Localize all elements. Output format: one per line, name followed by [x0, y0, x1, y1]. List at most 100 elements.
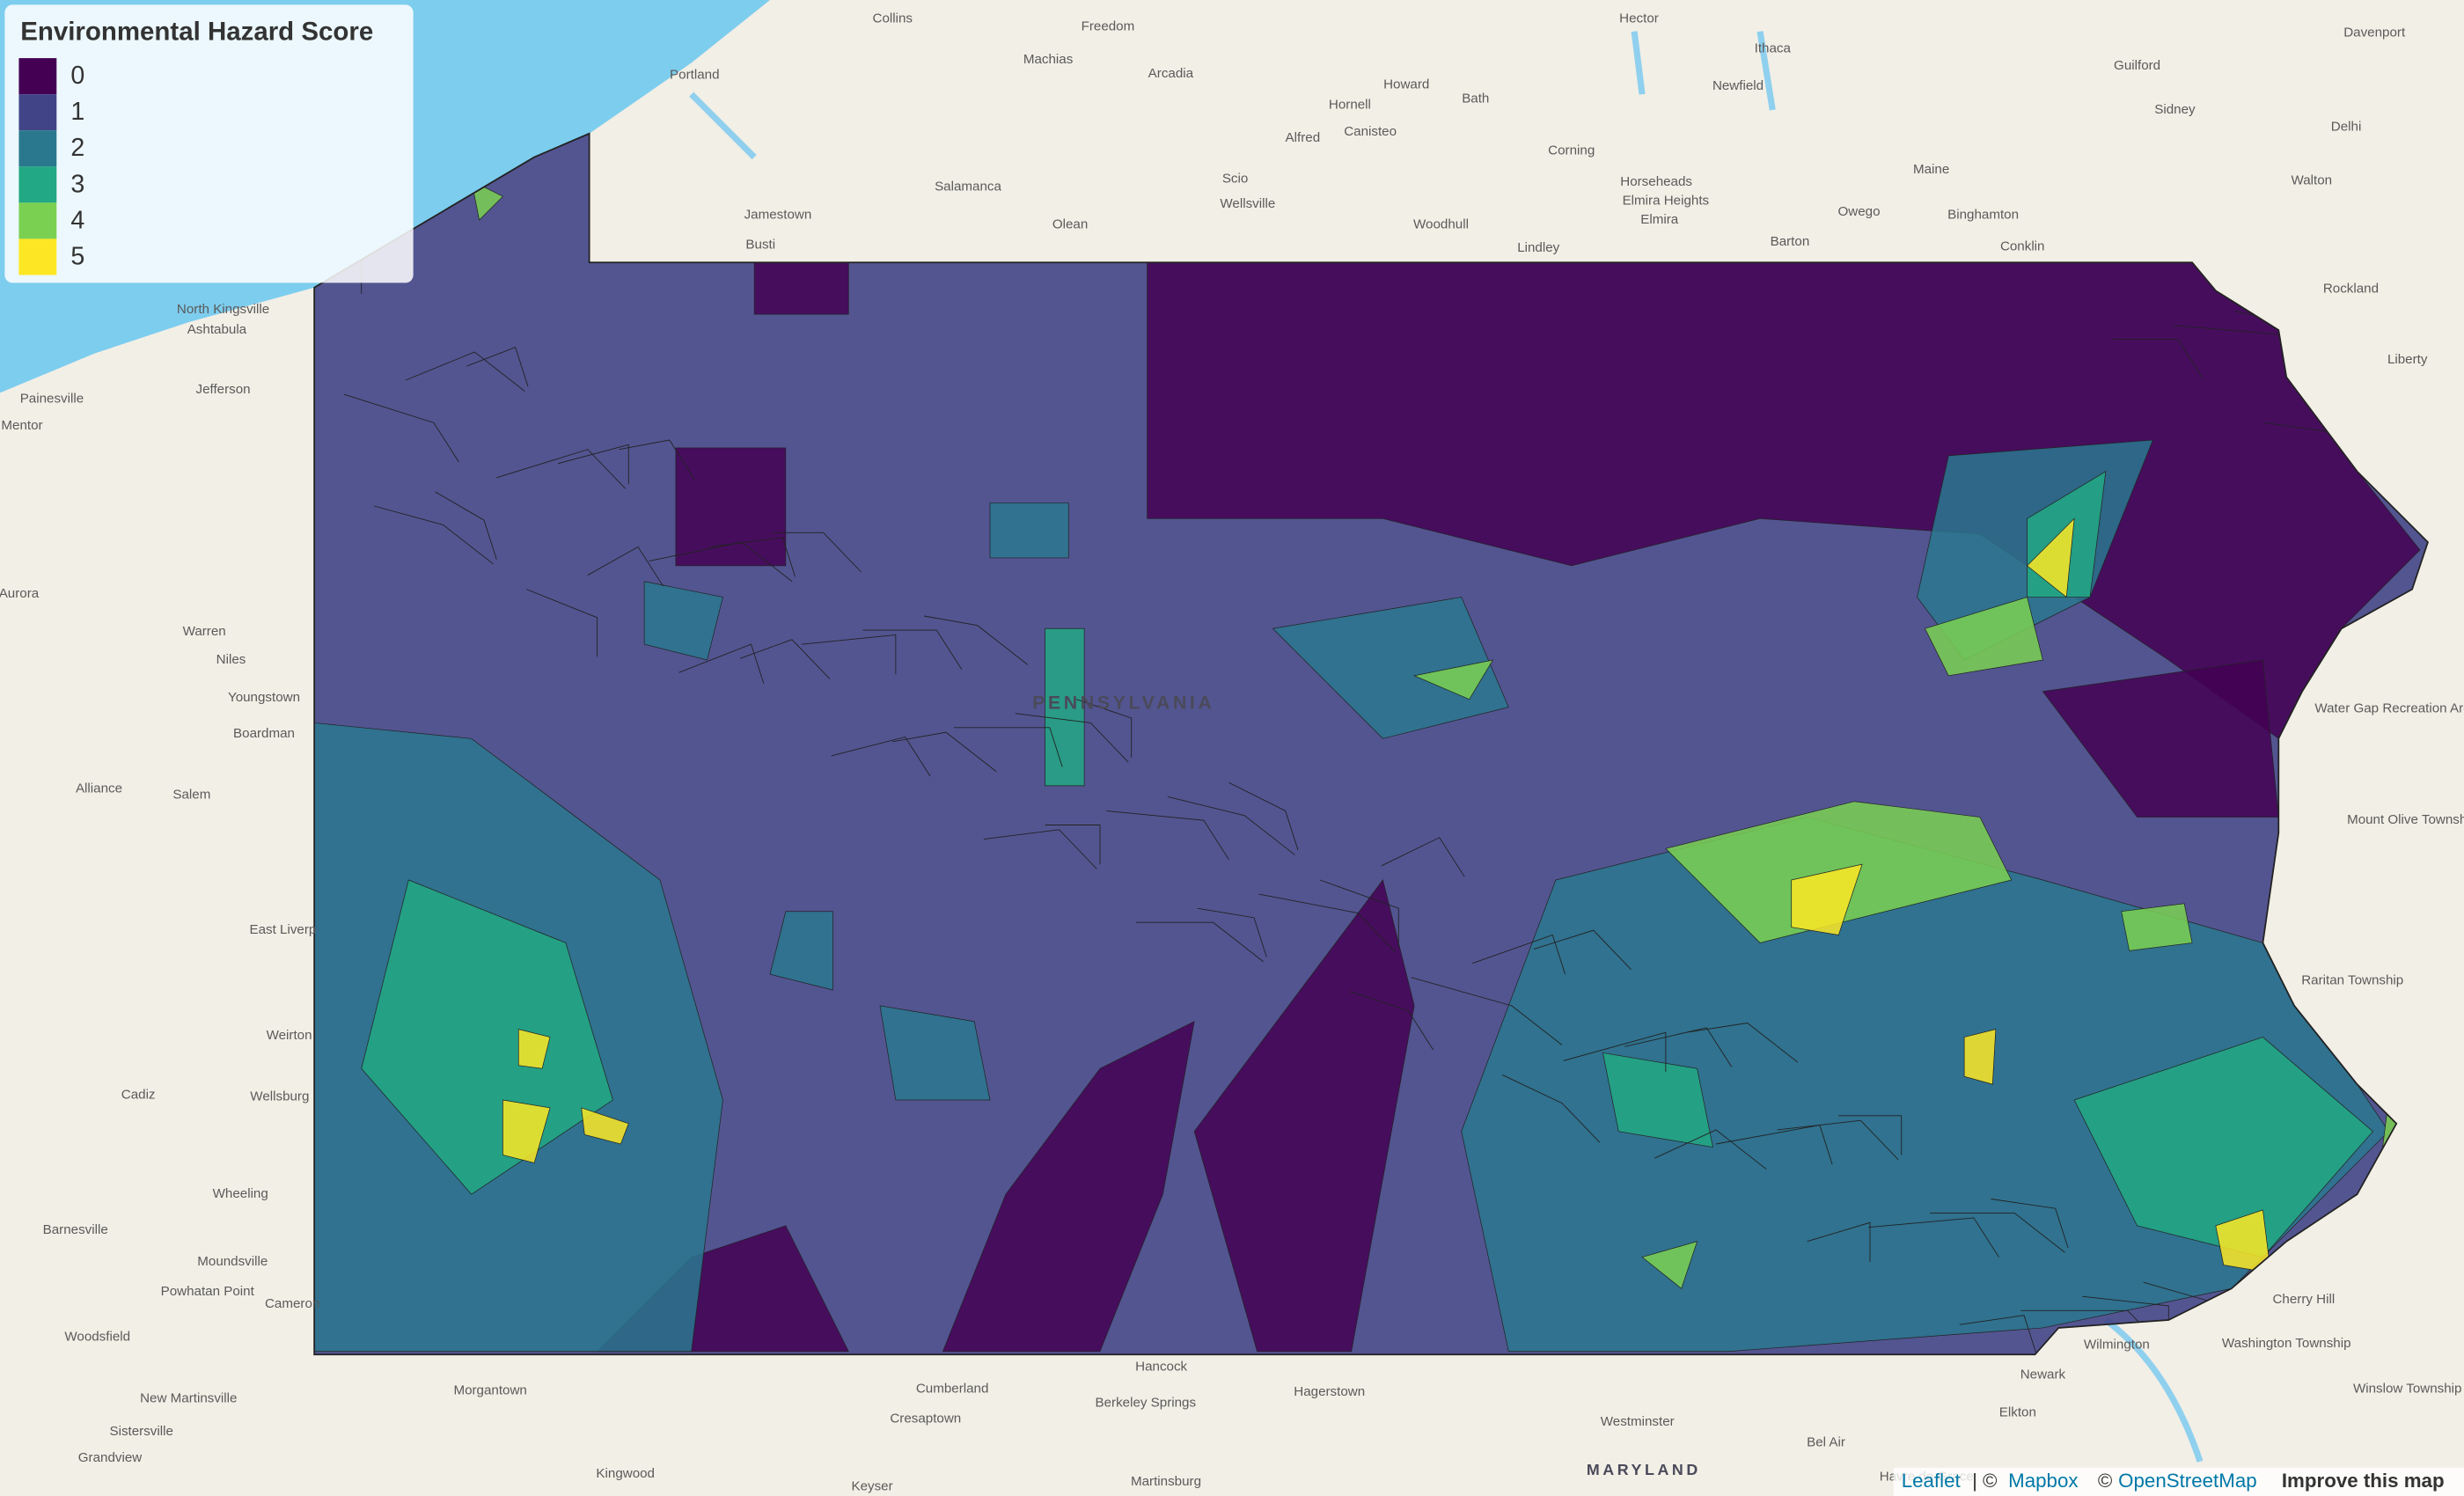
place-label: Collins [873, 11, 913, 26]
place-label: Berkeley Springs [1095, 1396, 1196, 1411]
region [753, 261, 849, 315]
attribution-text[interactable]: Improve this map [2282, 1470, 2445, 1492]
legend-label: 0 [70, 62, 84, 90]
tract-line [983, 829, 1097, 869]
place-label: Olean [1052, 216, 1088, 231]
legend-label: 4 [70, 206, 84, 234]
tract-line [373, 505, 494, 565]
place-label: Alliance [76, 781, 122, 796]
legend-title: Environmental Hazard Score [20, 17, 373, 46]
place-label: Busti [745, 238, 775, 253]
tract-line [678, 643, 765, 684]
place-label: Liberty [2387, 352, 2428, 367]
tract-line [1381, 837, 1465, 877]
region [361, 879, 613, 1195]
legend-swatch [18, 166, 57, 203]
region [1963, 1029, 1997, 1085]
region [942, 1021, 1195, 1353]
tract-line [1868, 1217, 1999, 1258]
place-label: Wellsville [1220, 196, 1275, 211]
place-label: Cameron [265, 1296, 319, 1311]
place-label: Horseheads [1620, 174, 1692, 189]
tract-line [1076, 699, 1133, 758]
place-label: Bath [1462, 92, 1489, 106]
place-label: Sidney [2154, 102, 2196, 117]
place-label: Wheeling [213, 1186, 268, 1201]
attribution-text[interactable]: Mapbox [2008, 1470, 2078, 1492]
region [517, 1029, 551, 1069]
place-label: Woodhull [1413, 216, 1469, 231]
tract-line [1045, 825, 1101, 865]
place-label: Freedom [1082, 18, 1135, 33]
tract-line [649, 541, 793, 583]
tract-line [343, 393, 459, 463]
place-label: Niles [216, 652, 246, 667]
place-label: Machias [1023, 52, 1074, 67]
place-label: Elkton [1999, 1404, 2036, 1419]
place-label: Jefferson [196, 382, 251, 397]
tract-line [1015, 713, 1129, 763]
place-label: Guilford [2114, 58, 2160, 73]
state-label: PENNSYLVANIA [1032, 693, 1214, 714]
region [1791, 863, 1863, 935]
place-label: Boardman [233, 726, 295, 741]
place-label: Winslow Township [2353, 1382, 2462, 1397]
tract-line [801, 634, 897, 675]
place-label: Elmira [1640, 212, 1679, 227]
legend-swatch [18, 238, 57, 275]
tract-line [1991, 1199, 2069, 1248]
tract-line [1472, 934, 1566, 975]
place-label: East Liverp [250, 922, 317, 937]
region [1924, 597, 2043, 677]
place-label: Warren [183, 624, 226, 639]
region-label: MARYLAND [1587, 1461, 1701, 1478]
tract-line [526, 589, 598, 657]
place-label: Conklin [2000, 238, 2045, 253]
legend-items: 0 1 2 3 4 5 [18, 58, 84, 275]
region [1412, 659, 1494, 700]
place-label: Sistersville [109, 1424, 172, 1439]
tract-line [1533, 929, 1632, 971]
region [1193, 879, 1415, 1353]
place-label: Canisteo [1344, 124, 1397, 139]
tract-line [1715, 1125, 1833, 1165]
tract-line [1106, 810, 1229, 861]
place-label: Kingwood [596, 1466, 655, 1481]
place-labels: Collins Freedom Hector Ithaca Davenport Portl… [0, 11, 2464, 1493]
region [879, 1005, 991, 1101]
place-label: Youngstown [228, 690, 300, 705]
hazard-regions [314, 133, 2428, 1355]
legend-box [4, 4, 414, 283]
tract-line [953, 727, 1063, 767]
place-label: Mentor [1, 418, 42, 433]
tract-line [1501, 1074, 1601, 1143]
region [1045, 627, 1085, 787]
tract-line [1777, 1119, 1899, 1161]
tract-line [1197, 907, 1267, 957]
tract-line [739, 639, 831, 679]
tract-line [771, 532, 862, 573]
tract-line [1929, 1213, 2065, 1253]
place-label: Raritan Township [2301, 972, 2403, 987]
attribution-text[interactable]: OpenStreetMap [2118, 1470, 2257, 1492]
place-label: New Martinsville [140, 1390, 237, 1405]
place-label: Scio [1222, 172, 1248, 187]
state-outline [313, 132, 2429, 1356]
place-label: Powhatan Point [161, 1284, 255, 1299]
attribution-text[interactable]: Leaflet [1902, 1470, 1962, 1492]
tract-line [1319, 879, 1399, 948]
region [1272, 597, 1509, 739]
place-label: Grandview [78, 1450, 142, 1465]
place-label: Salamanca [935, 180, 1001, 194]
place-label: Wilmington [2084, 1338, 2150, 1353]
legend-swatch [18, 130, 57, 167]
place-label: Aurora [0, 586, 40, 601]
place-label: Westminster [1601, 1414, 1675, 1429]
place-label: Cumberland [916, 1382, 989, 1397]
tract-line [557, 444, 629, 484]
place-label: Mount Olive Township [2347, 812, 2464, 827]
tract-line [892, 731, 997, 773]
region [2121, 903, 2193, 951]
